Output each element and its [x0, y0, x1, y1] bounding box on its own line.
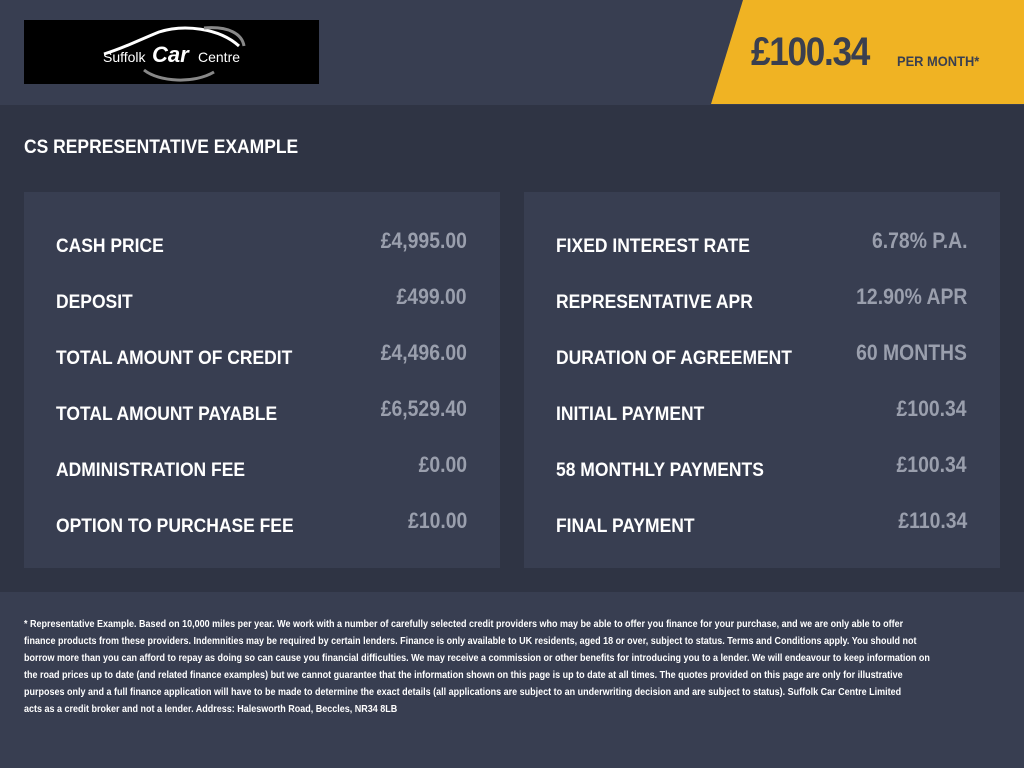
section-title: CS REPRESENTATIVE EXAMPLE: [24, 137, 299, 158]
detail-label: FINAL PAYMENT: [556, 516, 695, 537]
footer: * Representative Example. Based on 10,00…: [0, 592, 1024, 768]
disclaimer-line: the road prices up to date (and related …: [24, 670, 903, 681]
detail-label: REPRESENTATIVE APR: [556, 292, 753, 313]
detail-value: 60 MONTHS: [856, 340, 967, 365]
car-silhouette-icon: Suffolk Car Centre: [103, 26, 246, 82]
detail-row: CASH PRICE £4,995.00: [56, 228, 467, 258]
detail-label: TOTAL AMOUNT OF CREDIT: [56, 348, 293, 369]
finance-details-left: CASH PRICE £4,995.00 DEPOSIT £499.00 TOTAL…: [24, 192, 500, 568]
detail-label: FIXED INTEREST RATE: [556, 236, 750, 257]
detail-label: INITIAL PAYMENT: [556, 404, 705, 425]
svg-text:Car: Car: [152, 42, 190, 67]
detail-label: TOTAL AMOUNT PAYABLE: [56, 404, 278, 425]
detail-row: ADMINISTRATION FEE £0.00: [56, 452, 467, 482]
detail-value: 12.90% APR: [855, 284, 967, 309]
detail-label: 58 MONTHLY PAYMENTS: [556, 460, 764, 481]
detail-value: £4,995.00: [380, 228, 467, 253]
detail-label: ADMINISTRATION FEE: [56, 460, 246, 481]
detail-row: FINAL PAYMENT £110.34: [556, 508, 967, 538]
detail-value: £6,529.40: [380, 396, 467, 421]
detail-row: TOTAL AMOUNT OF CREDIT £4,496.00: [56, 340, 467, 370]
monthly-price-banner: £100.34 PER MONTH*: [711, 0, 1024, 104]
detail-row: DEPOSIT £499.00: [56, 284, 467, 314]
finance-details-right: FIXED INTEREST RATE 6.78% P.A. REPRESENTA…: [524, 192, 1000, 568]
detail-label: DURATION OF AGREEMENT: [556, 348, 792, 369]
svg-text:Suffolk: Suffolk: [103, 49, 147, 65]
monthly-price: £100.34: [751, 30, 870, 74]
detail-row: 58 MONTHLY PAYMENTS £100.34: [556, 452, 967, 482]
detail-row: DURATION OF AGREEMENT 60 MONTHS: [556, 340, 967, 370]
detail-label: OPTION TO PURCHASE FEE: [56, 516, 294, 537]
svg-text:Centre: Centre: [198, 49, 240, 65]
disclaimer-line: purposes only and a full finance applica…: [24, 687, 902, 698]
detail-label: DEPOSIT: [56, 292, 133, 313]
detail-row: FIXED INTEREST RATE 6.78% P.A.: [556, 228, 967, 258]
detail-value: £100.34: [897, 396, 967, 421]
detail-row: TOTAL AMOUNT PAYABLE £6,529.40: [56, 396, 467, 426]
disclaimer: * Representative Example. Based on 10,00…: [24, 616, 944, 718]
detail-row: OPTION TO PURCHASE FEE £10.00: [56, 508, 467, 538]
detail-label: CASH PRICE: [56, 236, 164, 257]
detail-value: £0.00: [418, 452, 467, 477]
disclaimer-line: finance products from these providers. I…: [24, 636, 917, 647]
detail-row: INITIAL PAYMENT £100.34: [556, 396, 967, 426]
logo[interactable]: Suffolk Car Centre: [24, 20, 319, 84]
per-month-label: PER MONTH*: [897, 53, 980, 69]
detail-value: 6.78% P.A.: [871, 228, 967, 253]
disclaimer-line: * Representative Example. Based on 10,00…: [24, 619, 904, 630]
detail-value: £499.00: [397, 284, 467, 309]
detail-row: REPRESENTATIVE APR 12.90% APR: [556, 284, 967, 314]
disclaimer-line: borrow more than you can afford to repay…: [24, 653, 930, 664]
detail-value: £10.00: [407, 508, 467, 533]
disclaimer-line: acts as a credit broker and not a lender…: [24, 704, 398, 715]
header: Suffolk Car Centre £100.34 PER MONTH*: [0, 0, 1024, 105]
detail-value: £4,496.00: [380, 340, 467, 365]
detail-value: £110.34: [898, 508, 967, 533]
detail-value: £100.34: [897, 452, 967, 477]
